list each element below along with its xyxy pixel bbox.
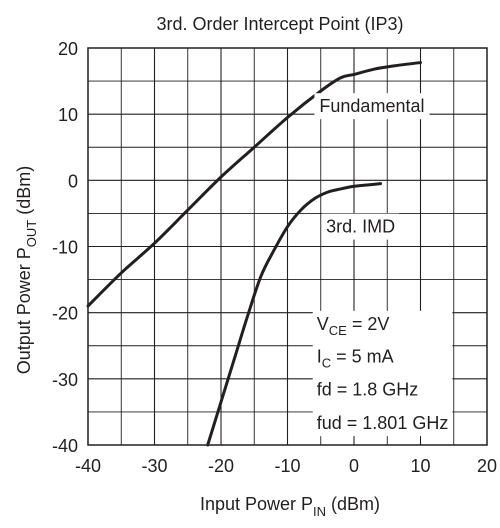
y-tick-label: -10	[52, 238, 78, 258]
x-tick-label: 20	[477, 456, 497, 476]
y-tick-label: -20	[52, 304, 78, 324]
y-tick-label: 0	[68, 171, 78, 191]
y-axis-label: Output Power POUT (dBm)	[14, 166, 39, 375]
imd-series-line	[206, 182, 383, 447]
imd-label-background	[322, 213, 400, 240]
series-layer	[86, 61, 422, 447]
chart-title: 3rd. Order Intercept Point (IP3)	[156, 14, 403, 34]
x-tick-label: 10	[410, 456, 430, 476]
axis-ticks: -40 -30 -20 -10 0 10 20 -40 -30 -20 -10 0 10 20	[52, 39, 497, 476]
ic-annotation: IC = 5 mA	[317, 346, 394, 370]
x-tick-label: -40	[75, 456, 101, 476]
plot-area-frame	[87, 47, 488, 446]
y-tick-label: -40	[52, 436, 78, 456]
conditions-background	[312, 310, 453, 437]
x-tick-label: -20	[208, 456, 234, 476]
y-tick-label: -30	[52, 370, 78, 390]
x-tick-label: -30	[141, 456, 167, 476]
fud-annotation: fud = 1.801 GHz	[317, 413, 449, 433]
x-axis-label: Input Power PIN (dBm)	[200, 494, 380, 519]
fundamental-series-label: Fundamental	[319, 96, 424, 116]
vce-annotation: VCE = 2V	[317, 314, 390, 338]
x-tick-label: -10	[274, 456, 300, 476]
fundamental-series-line	[86, 61, 422, 308]
y-tick-label: 10	[58, 105, 78, 125]
y-tick-label: 20	[58, 39, 78, 59]
fd-annotation: fd = 1.8 GHz	[317, 379, 419, 399]
x-tick-label: 0	[349, 456, 359, 476]
fundamental-label-background	[314, 93, 430, 120]
imd-series-label: 3rd. IMD	[326, 217, 395, 237]
